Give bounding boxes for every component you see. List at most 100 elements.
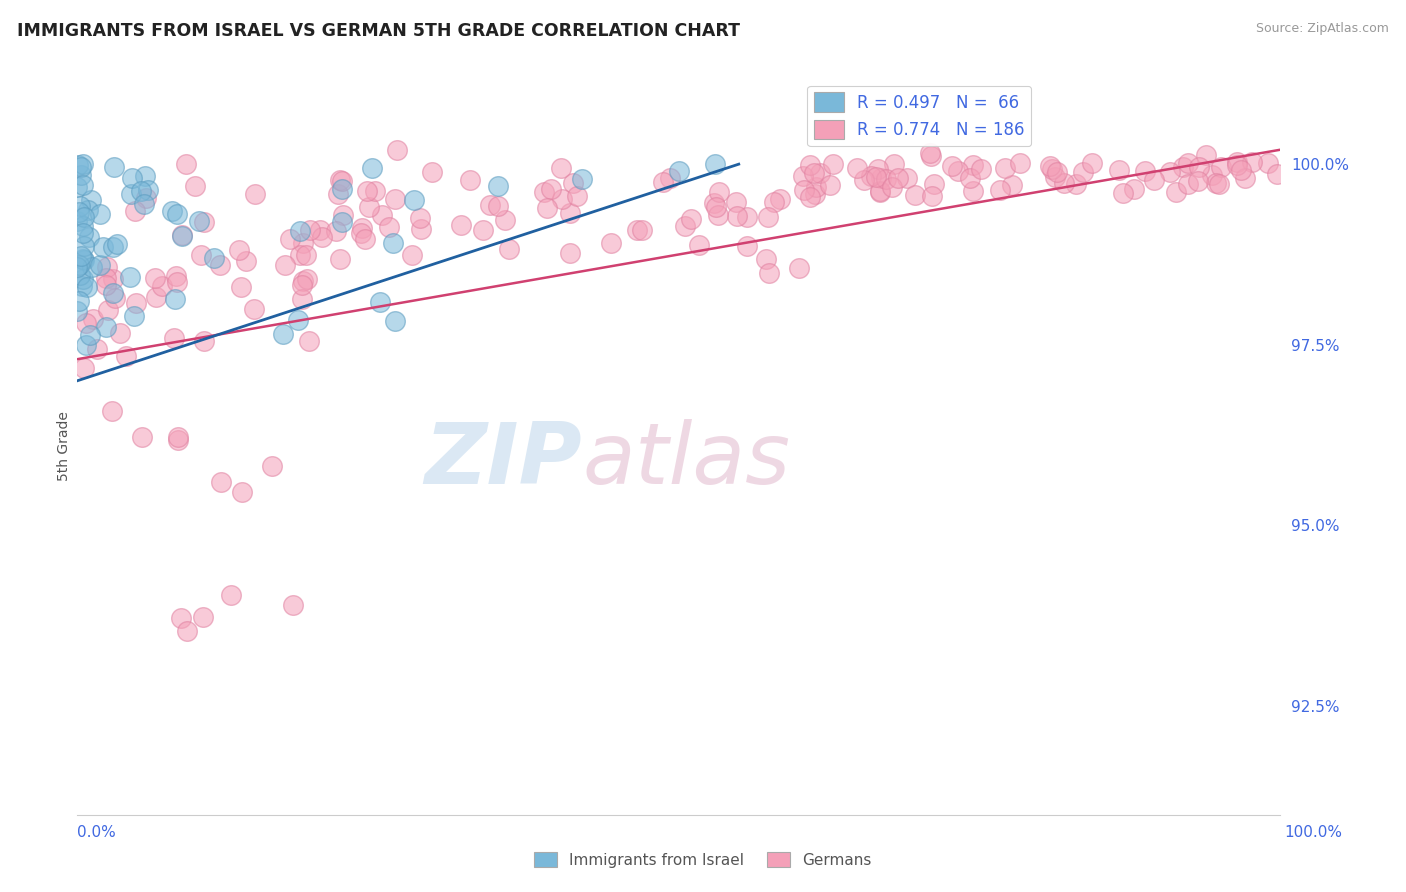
Point [725, 209, 748, 223]
Point [921, 188, 943, 202]
Point [121, 170, 143, 185]
Point [486, 199, 509, 213]
Point [110, 326, 132, 341]
Point [551, 193, 574, 207]
Point [536, 201, 558, 215]
Point [599, 235, 621, 250]
Point [134, 169, 156, 183]
Point [409, 222, 432, 236]
Point [311, 229, 333, 244]
Point [652, 175, 675, 189]
Point [104, 291, 127, 305]
Point [97, 302, 120, 317]
Point [1123, 182, 1146, 196]
Point [80, 194, 103, 208]
Text: Source: ZipAtlas.com: Source: ZipAtlas.com [1256, 22, 1389, 36]
Point [1081, 156, 1104, 170]
Point [371, 208, 394, 222]
Point [66, 260, 89, 274]
Point [924, 177, 946, 191]
Point [245, 186, 267, 201]
Point [67, 204, 90, 219]
Point [309, 222, 332, 236]
Point [118, 270, 141, 285]
Point [756, 210, 779, 224]
Point [135, 191, 157, 205]
Point [540, 182, 562, 196]
Legend: R = 0.497   N =  66, R = 0.774   N = 186: R = 0.497 N = 66, R = 0.774 N = 186 [807, 86, 1032, 146]
Point [299, 223, 322, 237]
Point [993, 161, 1015, 175]
Point [131, 430, 153, 444]
Point [166, 434, 188, 448]
Point [350, 220, 373, 235]
Point [792, 169, 814, 183]
Point [368, 294, 391, 309]
Point [125, 296, 148, 310]
Point [755, 252, 778, 267]
Point [290, 248, 312, 262]
Point [176, 624, 198, 638]
Point [96, 260, 118, 274]
Point [1208, 177, 1230, 191]
Point [72, 219, 94, 233]
Point [72, 252, 94, 266]
Point [1257, 156, 1279, 170]
Point [353, 232, 375, 246]
Point [67, 258, 90, 272]
Point [769, 192, 792, 206]
Point [242, 302, 264, 317]
Point [82, 311, 104, 326]
Text: 0.0%: 0.0% [77, 825, 117, 840]
Point [69, 198, 91, 212]
Point [1205, 176, 1227, 190]
Point [330, 182, 353, 196]
Point [1143, 173, 1166, 187]
Point [82, 260, 104, 275]
Point [810, 166, 832, 180]
Point [486, 178, 509, 193]
Point [66, 304, 89, 318]
Point [1052, 176, 1074, 190]
Point [1177, 177, 1199, 191]
Point [763, 195, 786, 210]
Y-axis label: 5th Grade: 5th Grade [58, 411, 72, 481]
Point [295, 248, 318, 262]
Point [880, 180, 903, 194]
Text: 100.0%: 100.0% [1285, 825, 1343, 840]
Point [1171, 161, 1194, 175]
Point [804, 179, 827, 194]
Point [735, 210, 758, 224]
Point [105, 237, 128, 252]
Point [184, 179, 207, 194]
Point [66, 180, 89, 194]
Point [558, 206, 581, 220]
Point [869, 185, 891, 199]
Point [852, 173, 875, 187]
Point [122, 310, 145, 324]
Point [941, 159, 963, 173]
Point [378, 220, 401, 235]
Point [136, 183, 159, 197]
Point [145, 289, 167, 303]
Point [67, 293, 90, 308]
Point [803, 166, 825, 180]
Point [558, 245, 581, 260]
Point [350, 226, 373, 240]
Point [631, 223, 654, 237]
Point [73, 210, 96, 224]
Point [1195, 148, 1218, 162]
Point [988, 183, 1011, 197]
Point [962, 184, 984, 198]
Point [281, 598, 304, 612]
Point [1008, 155, 1031, 169]
Point [846, 161, 869, 175]
Point [170, 228, 193, 243]
Point [143, 271, 166, 285]
Point [1064, 177, 1087, 191]
Point [101, 271, 124, 285]
Point [330, 215, 353, 229]
Point [89, 259, 111, 273]
Point [478, 198, 501, 212]
Point [72, 178, 94, 193]
